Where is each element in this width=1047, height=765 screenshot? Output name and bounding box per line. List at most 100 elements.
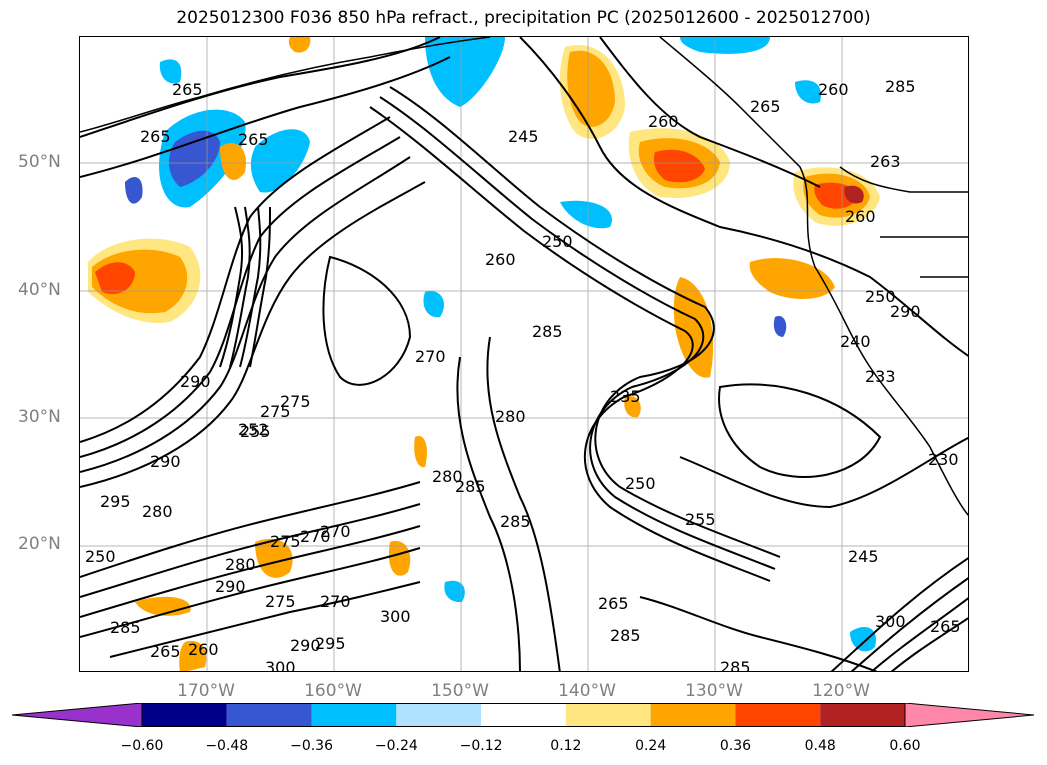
contour-label: 285 xyxy=(455,477,486,496)
contour-label: 250 xyxy=(85,547,116,566)
colorbar-frame xyxy=(141,703,906,727)
precip-patch-positive xyxy=(220,143,246,180)
colorbar-tick-label: 0.12 xyxy=(550,738,582,754)
contour-label: 260 xyxy=(818,80,849,99)
refractivity-contours xyxy=(80,37,968,671)
contour-label: 290 xyxy=(150,452,181,471)
precip-patch-negative xyxy=(795,80,821,104)
contour-label: 250 xyxy=(625,474,656,493)
precip-patch-positive xyxy=(179,640,207,671)
precip-patch-negative xyxy=(850,627,876,652)
precip-patch-positive xyxy=(624,396,641,418)
lon-label-130w: 130°W xyxy=(685,681,743,701)
contour-label: 265 xyxy=(150,642,181,661)
colorbar-cell xyxy=(311,703,397,727)
map-title: 2025012300 F036 850 hPa refract., precip… xyxy=(176,8,871,28)
precip-patch-positive xyxy=(749,258,835,299)
contour-label: 265 xyxy=(238,130,269,149)
colorbar-tick-label: −0.24 xyxy=(374,738,418,754)
lon-label-150w: 150°W xyxy=(431,681,489,701)
lat-label-30n: 30°N xyxy=(18,407,61,427)
contour-label: 285 xyxy=(110,618,141,637)
contour-label: 255 xyxy=(685,510,716,529)
contour-label: 260 xyxy=(648,112,679,131)
colorbar xyxy=(12,703,1035,727)
precip-patch-negative xyxy=(250,129,310,193)
contour-label: 280 xyxy=(432,467,463,486)
contour-label: 265 xyxy=(172,80,203,99)
contour-label: 285 xyxy=(532,322,563,341)
contour-label: 260 xyxy=(845,207,876,226)
contour-label: 295 xyxy=(315,634,346,653)
contour-label: 270 xyxy=(415,347,446,366)
contour-label: 265 xyxy=(930,617,961,636)
contour-label: 300 xyxy=(265,658,296,672)
lat-label-50n: 50°N xyxy=(18,152,61,172)
graticule xyxy=(80,37,968,671)
lat-label-40n: 40°N xyxy=(18,280,61,300)
contour-label: 260 xyxy=(188,640,219,659)
map-plot: 265 265 265 245 260 265 260 263 260 250 … xyxy=(80,37,968,672)
precip-patch-negative xyxy=(680,37,770,54)
precip-patch-positive xyxy=(135,596,191,616)
contour-label: 270 xyxy=(300,527,331,546)
colorbar-tick-label: 0.36 xyxy=(719,738,752,754)
contour-label: 263 xyxy=(870,152,901,171)
contour-label: 233 xyxy=(865,367,896,386)
contour-label: 285 xyxy=(500,512,531,531)
contour-label: 280 xyxy=(142,502,173,521)
precip-patch-positive xyxy=(288,37,311,53)
lon-label-170w: 170°W xyxy=(177,681,235,701)
contour-label: 275 xyxy=(265,592,296,611)
contour-label: 285 xyxy=(885,77,916,96)
coastlines xyxy=(80,37,968,516)
colorbar-tick-label: −0.36 xyxy=(290,738,333,754)
colorbar-extend-left xyxy=(12,703,143,727)
colorbar-extend-right xyxy=(904,703,1035,727)
lon-label-160w: 160°W xyxy=(304,681,362,701)
contour-label: 265 xyxy=(750,97,781,116)
contour-label: 250 xyxy=(865,287,896,306)
map-panel: 265 265 265 245 260 265 260 263 260 250 … xyxy=(79,36,969,672)
colorbar-tick-label: 0.24 xyxy=(635,738,667,754)
contour-label: 235 xyxy=(610,387,641,406)
contour-label: 240 xyxy=(840,332,871,351)
contour-label: 285 xyxy=(720,658,751,672)
colorbar-cell xyxy=(820,703,905,727)
colorbar-cell xyxy=(735,703,821,727)
contour-label: 265 xyxy=(140,127,171,146)
contour-label: 255 xyxy=(240,422,271,441)
precip-patch-strong-negative xyxy=(125,177,143,204)
colorbar-cell xyxy=(565,703,651,727)
precip-patch-negative xyxy=(444,580,465,603)
contour-label: 290 xyxy=(890,302,921,321)
precip-patch-positive xyxy=(567,50,615,127)
contour-label: 270 xyxy=(320,522,351,541)
contour-label: 280 xyxy=(225,555,256,574)
contour-label: 295 xyxy=(100,492,131,511)
colorbar-cells xyxy=(12,703,1035,727)
colorbar-tick-label: −0.48 xyxy=(205,738,249,754)
precip-patch-positive xyxy=(388,541,411,576)
contour-label: 285 xyxy=(610,626,641,645)
colorbar-tick-label: −0.12 xyxy=(459,738,503,754)
precip-patch-strong-positive xyxy=(95,262,135,295)
contour-label: 300 xyxy=(380,607,411,626)
precip-patch-positive xyxy=(673,277,714,378)
colorbar-cell xyxy=(650,703,736,727)
colorbar-tick-label: 0.48 xyxy=(804,738,836,754)
contour-labels: 265 265 265 245 260 265 260 263 260 250 … xyxy=(85,77,961,672)
precip-patch-strong-negative xyxy=(773,316,787,337)
colorbar-cell xyxy=(226,703,312,727)
lon-label-140w: 140°W xyxy=(558,681,616,701)
colorbar-cell xyxy=(142,703,227,727)
colorbar-tick-label: −0.60 xyxy=(120,738,164,754)
precip-patch-strong-positive xyxy=(653,149,705,183)
contour-label: 290 xyxy=(215,577,246,596)
colorbar-cell xyxy=(481,703,566,727)
contour-label: 245 xyxy=(508,127,539,146)
contour-label: 270 xyxy=(320,592,351,611)
precip-patch-positive xyxy=(255,538,293,578)
colorbar-cell xyxy=(396,703,482,727)
precip-patch-negative xyxy=(425,37,505,107)
